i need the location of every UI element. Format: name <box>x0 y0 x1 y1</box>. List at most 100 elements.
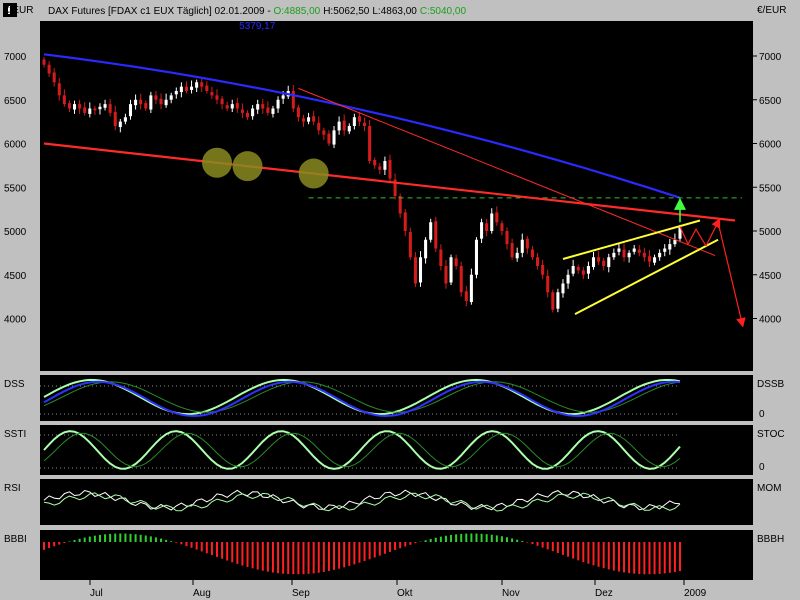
candle-body <box>235 103 239 109</box>
candle-body <box>480 222 484 239</box>
x-tick-label: Aug <box>193 588 211 599</box>
dss-zero-label: 0 <box>759 409 765 420</box>
right-unit-label: €/EUR <box>757 5 786 16</box>
candle-body <box>210 92 214 96</box>
candle-body <box>83 107 87 113</box>
candle-body <box>398 196 402 214</box>
candle-body <box>576 267 580 271</box>
candle-body <box>556 292 560 309</box>
x-tick-label: Nov <box>502 588 520 599</box>
candle-body <box>291 91 295 109</box>
x-tick-label: Dez <box>595 588 613 599</box>
candle-body <box>581 270 585 275</box>
y-tick-left: 4500 <box>4 271 27 282</box>
candle-body <box>190 86 194 90</box>
candle-body <box>281 95 285 99</box>
ohlc-close: C:5040,00 <box>420 6 467 17</box>
candle-body <box>113 111 117 126</box>
zigzag-projection <box>679 226 707 247</box>
candle-body <box>617 248 621 252</box>
candle-body <box>530 249 534 258</box>
x-axis: Jul Aug Sep Okt Nov Dez 2009 <box>89 580 707 599</box>
y-tick-right: 6000 <box>759 140 782 151</box>
candle-body <box>103 104 107 108</box>
candle-body <box>536 257 540 266</box>
candle-body <box>485 223 489 231</box>
candle-body <box>510 243 514 258</box>
candle-body <box>251 108 255 117</box>
y-tick-left: 5500 <box>4 183 27 194</box>
dss-left-label: DSS <box>4 379 25 390</box>
candle-body <box>271 108 275 114</box>
candle-body <box>368 126 372 161</box>
y-tick-left: 6500 <box>4 96 27 107</box>
candle-body <box>551 292 555 310</box>
ma-legend-value: 5379,17 <box>239 21 276 32</box>
bbbi-right-label: BBBH <box>757 534 784 545</box>
candle-body <box>637 249 641 253</box>
candle-body <box>403 212 407 231</box>
y-tick-left: 4000 <box>4 315 27 326</box>
candle-body <box>159 98 163 105</box>
candle-body <box>52 72 56 83</box>
stoc-fast-line <box>43 430 681 470</box>
rsi-line <box>43 489 681 511</box>
candle-body <box>139 99 143 105</box>
ohlc-open: O:4885,00 <box>273 6 320 17</box>
candle-body <box>607 257 611 268</box>
ssti-zero-label: 0 <box>759 462 765 473</box>
y-tick-right: 4000 <box>759 315 782 326</box>
stoc-slow-line <box>43 432 681 468</box>
candle-body <box>42 59 46 65</box>
candle-body <box>378 166 382 170</box>
candle-body <box>602 260 606 266</box>
candle-body <box>612 252 616 258</box>
candle-body <box>668 244 672 250</box>
candle-body <box>520 239 524 253</box>
candle-body <box>678 227 682 239</box>
wedge-lower-line <box>574 238 719 316</box>
candle-body <box>93 108 97 111</box>
candle-body <box>622 249 626 258</box>
y-tick-left: 7000 <box>4 52 27 63</box>
candle-body <box>261 104 265 109</box>
candle-body <box>322 130 326 135</box>
dss-panel <box>40 375 753 421</box>
candle-body <box>566 274 570 284</box>
candle-body <box>449 257 453 283</box>
candle-body <box>73 104 77 110</box>
candle-body <box>62 95 66 105</box>
candle-body <box>220 98 224 105</box>
main-trend-line <box>43 142 736 222</box>
wedge-upper-line <box>562 219 701 260</box>
candle-body <box>57 83 61 96</box>
price-layer <box>42 53 746 328</box>
candle-body <box>469 274 473 303</box>
candle-body <box>118 121 122 128</box>
candle-body <box>123 117 127 122</box>
candle-body <box>347 126 351 132</box>
candle-body <box>296 107 300 118</box>
candle-body <box>266 107 270 113</box>
candle-body <box>312 116 316 122</box>
candle-body <box>195 82 199 88</box>
y-axis-left: 4000 4500 5000 5500 6000 6500 7000 <box>4 52 27 326</box>
candle-body <box>627 252 631 258</box>
candle-body <box>276 99 280 109</box>
candle-body <box>388 159 392 179</box>
candle-body <box>215 95 219 100</box>
candle-body <box>373 159 377 166</box>
candle-body <box>632 248 636 252</box>
candle-body <box>515 252 519 259</box>
candle-body <box>459 266 463 293</box>
candle-body <box>586 266 590 274</box>
candle-body <box>673 239 677 245</box>
candle-body <box>642 252 646 258</box>
candle-body <box>408 232 412 258</box>
candle-body <box>332 130 336 145</box>
candle-body <box>663 248 667 252</box>
candle-body <box>98 106 102 110</box>
candle-body <box>240 109 244 113</box>
candle-body <box>444 266 448 284</box>
projection-down-arrow <box>717 222 746 328</box>
